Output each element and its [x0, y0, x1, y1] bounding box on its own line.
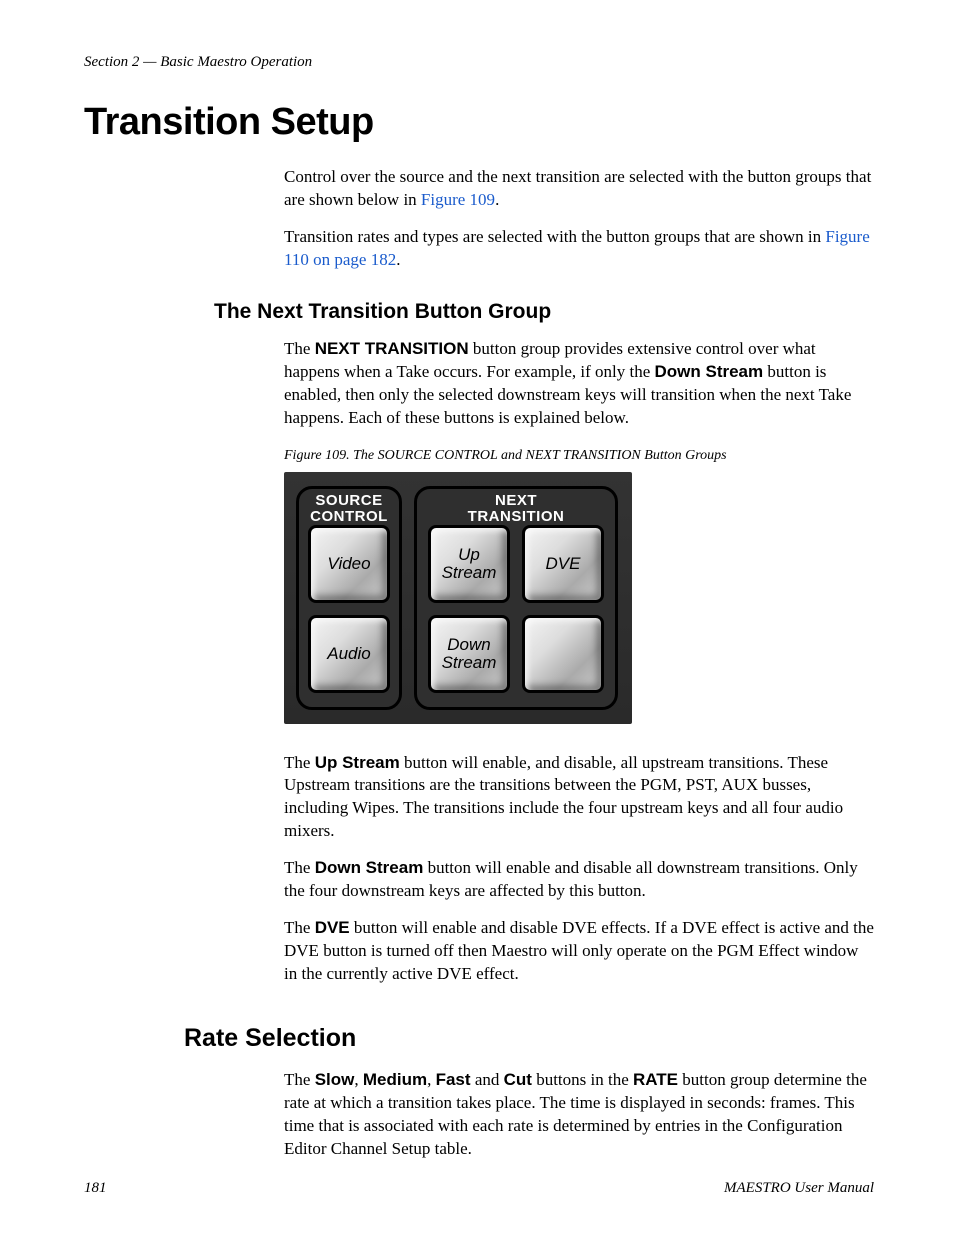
text-bold: Down Stream [655, 362, 764, 381]
downstream-paragraph: The Down Stream button will enable and d… [284, 857, 874, 903]
dve-button[interactable]: DVE [522, 525, 604, 603]
text: . [396, 250, 400, 269]
text: and [471, 1070, 504, 1089]
manual-title: MAESTRO User Manual [724, 1180, 874, 1197]
audio-button[interactable]: Audio [308, 615, 390, 693]
text: NEXT [495, 492, 537, 509]
section1-paragraph-1: The NEXT TRANSITION button group provide… [284, 338, 874, 430]
rate-paragraph: The Slow, Medium, Fast and Cut buttons i… [284, 1069, 874, 1161]
text: The [284, 1070, 315, 1089]
text-bold: Cut [504, 1070, 532, 1089]
heading-transition-setup: Transition Setup [84, 101, 874, 144]
text: The [284, 339, 315, 358]
text: DownStream [442, 636, 497, 672]
text: Control over the source and the next tra… [284, 167, 871, 209]
intro-paragraph-2: Transition rates and types are selected … [284, 226, 874, 272]
up-stream-button[interactable]: UpStream [428, 525, 510, 603]
page-number: 181 [84, 1180, 107, 1197]
text-bold: Down Stream [315, 858, 424, 877]
heading-next-transition-group: The Next Transition Button Group [214, 300, 874, 324]
video-button[interactable]: Video [308, 525, 390, 603]
next-transition-group: NEXT TRANSITION UpStream DVE DownStream [414, 486, 618, 710]
text: , [427, 1070, 436, 1089]
text: SOURCE [315, 492, 382, 509]
page-footer: 181 MAESTRO User Manual [84, 1180, 874, 1197]
text-bold: Slow [315, 1070, 355, 1089]
blank-button[interactable] [522, 615, 604, 693]
text: button will enable and disable DVE effec… [284, 918, 874, 983]
text: UpStream [442, 546, 497, 582]
next-transition-title: NEXT TRANSITION [417, 493, 615, 526]
down-stream-button[interactable]: DownStream [428, 615, 510, 693]
figure-109-link[interactable]: Figure 109 [421, 190, 495, 209]
text: The [284, 753, 315, 772]
text-bold: Up Stream [315, 753, 400, 772]
heading-rate-selection: Rate Selection [184, 1024, 874, 1053]
source-control-group: SOURCE CONTROL Video Audio [296, 486, 402, 710]
figure-109: SOURCE CONTROL Video Audio NEXT TRANSITI… [284, 472, 874, 724]
text: CONTROL [310, 508, 388, 525]
text: Transition rates and types are selected … [284, 227, 825, 246]
upstream-paragraph: The Up Stream button will enable, and di… [284, 752, 874, 844]
hardware-panel: SOURCE CONTROL Video Audio NEXT TRANSITI… [284, 472, 632, 724]
text-bold: RATE [633, 1070, 678, 1089]
text: The [284, 918, 315, 937]
figure-109-caption: Figure 109. The SOURCE CONTROL and NEXT … [284, 448, 874, 464]
text: , [354, 1070, 363, 1089]
text-bold: DVE [315, 918, 350, 937]
page-header-section: Section 2 — Basic Maestro Operation [84, 54, 874, 71]
text: The [284, 858, 315, 877]
intro-paragraph-1: Control over the source and the next tra… [284, 166, 874, 212]
source-control-title: SOURCE CONTROL [299, 493, 399, 526]
text: buttons in the [532, 1070, 633, 1089]
dve-paragraph: The DVE button will enable and disable D… [284, 917, 874, 986]
text-bold: NEXT TRANSITION [315, 339, 469, 358]
text-bold: Medium [363, 1070, 427, 1089]
text: . [495, 190, 499, 209]
text: TRANSITION [468, 508, 565, 525]
text-bold: Fast [436, 1070, 471, 1089]
